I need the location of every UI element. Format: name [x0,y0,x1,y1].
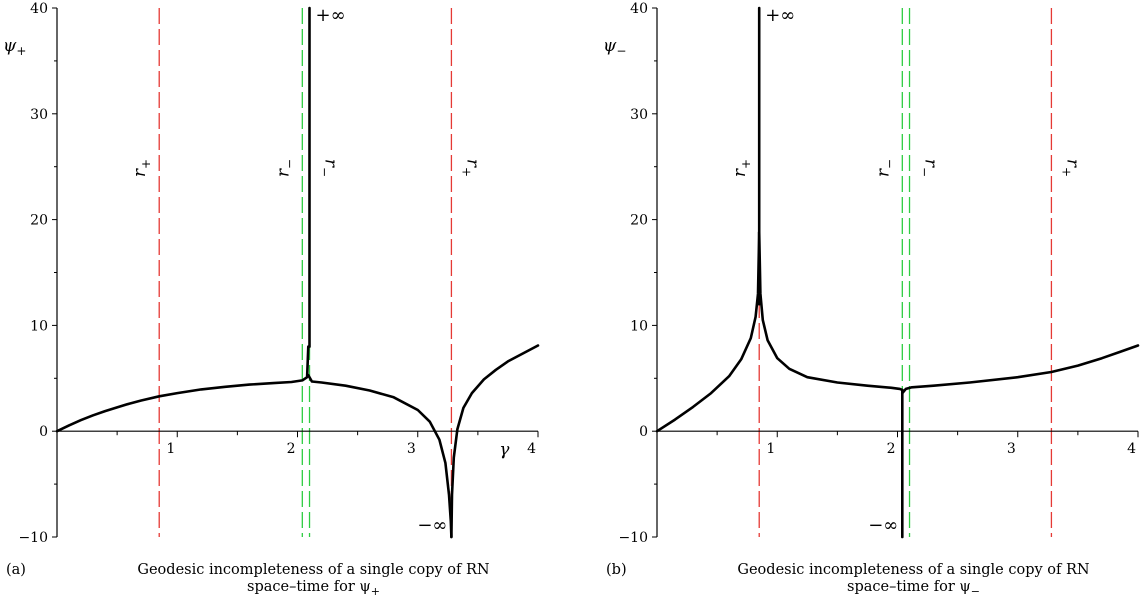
y-axis-label-main: ψ [3,36,17,56]
y-tick-label: 30 [630,107,648,123]
x-tick-label: 4 [527,441,536,457]
caption-line-1: Geodesic incompleteness of a single copy… [737,562,1090,578]
asymptote-label-sub: + [459,167,473,177]
asymptote-label-sub: − [918,167,932,177]
infinity-annotation: +∞ [765,5,795,26]
y-tick-label: 30 [30,107,48,123]
y-tick-label: −10 [618,530,648,546]
asymptote-label-sub: + [139,159,153,169]
caption-sub: + [371,585,380,598]
asymptote-label-main: r [730,168,750,177]
y-tick-label: 10 [30,318,48,334]
x-axis-label: γ [499,440,510,460]
series-line [55,345,310,433]
infinity-annotation: −∞ [417,515,447,536]
asymptote-label-main: r [921,159,941,168]
asymptote-label-sub: + [1059,167,1073,177]
y-tick-label: 20 [30,213,48,229]
series-line [757,231,904,392]
caption-line-2: space–time for ψ− [847,579,980,598]
y-tick-label: 40 [30,1,48,17]
asymptote-label: r+ [459,159,482,177]
asymptote-label: r− [273,159,296,177]
asymptote-label-sub: − [318,167,332,177]
y-axis-label-sub: − [616,44,626,58]
asymptote-label: r+ [1059,159,1082,177]
asymptote-label-main: r [273,168,293,177]
x-tick-label: 3 [407,441,416,457]
asymptote-label: r− [318,159,341,177]
caption-line-1: Geodesic incompleteness of a single copy… [137,562,490,578]
caption-line-2-main: space–time for ψ [847,579,971,595]
x-tick-label: 1 [166,441,175,457]
series-line [306,373,453,539]
asymptote-label-main: r [130,168,150,177]
y-tick-label: 0 [39,424,48,440]
caption-line-2: space–time for ψ+ [247,579,380,598]
asymptote-label-sub: − [282,159,296,169]
x-tick-label: 4 [1127,441,1136,457]
caption-line-2-main: space–time for ψ [247,579,371,595]
y-axis-label-main: ψ [603,36,617,56]
y-tick-label: 10 [630,318,648,334]
caption-sub: − [971,585,980,598]
x-tick-label: 2 [887,441,896,457]
asymptote-label: r+ [730,159,753,177]
asymptote-label: r− [873,159,896,177]
y-axis-label: ψ+ [3,36,26,58]
asymptote-label-sub: + [739,159,753,169]
series-line [655,231,761,433]
y-tick-label: 20 [630,213,648,229]
y-axis-label: ψ− [603,36,626,58]
asymptote-label: r− [918,159,941,177]
asymptote-label: r+ [130,159,153,177]
x-tick-label: 1 [766,441,775,457]
y-tick-label: −10 [18,530,48,546]
y-tick-label: 0 [639,424,648,440]
panel-tag: (a) [6,562,26,578]
series-line [450,344,540,539]
x-tick-label: 3 [1007,441,1016,457]
y-axis-label-sub: + [16,44,26,58]
infinity-annotation: +∞ [316,5,346,26]
x-tick-label: 2 [287,441,296,457]
asymptote-label-main: r [1062,159,1082,168]
asymptote-label-main: r [873,168,893,177]
panel-tag: (b) [606,562,627,578]
infinity-annotation: −∞ [868,515,898,536]
asymptote-label-main: r [321,159,341,168]
series-line [900,344,1140,395]
asymptote-label-main: r [462,159,482,168]
asymptote-label-sub: − [882,159,896,169]
y-tick-label: 40 [630,1,648,17]
